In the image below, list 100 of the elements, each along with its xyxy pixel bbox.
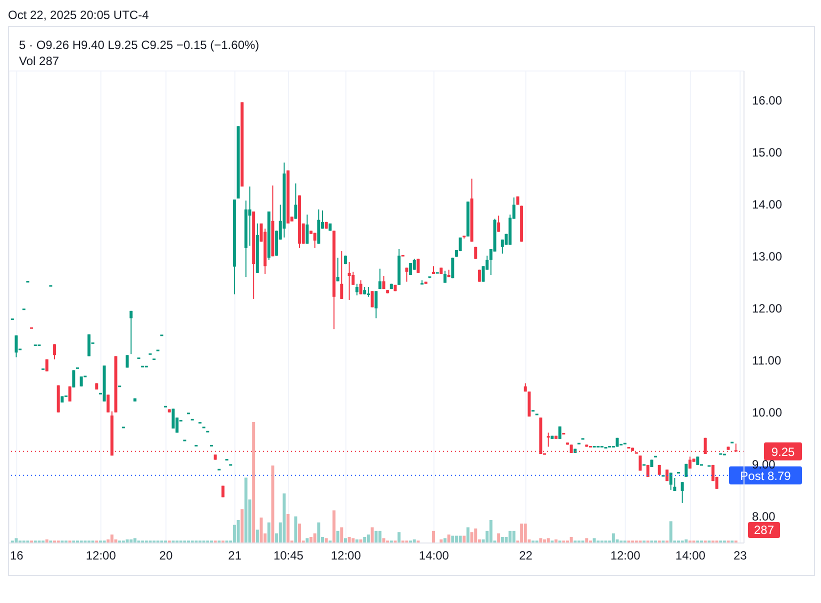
candlestick <box>317 208 320 244</box>
bar <box>612 533 615 543</box>
x-tick-label: 14:00 <box>675 548 706 563</box>
candlestick <box>382 276 386 290</box>
bar <box>324 538 328 543</box>
bar <box>348 536 351 543</box>
text: Oct 22, 2025 20:05 UTC-4 <box>8 8 150 24</box>
candlestick <box>546 432 550 448</box>
x-tick-label: 16 <box>10 548 24 563</box>
candlestick <box>53 344 56 360</box>
chart-title: 5 · O9.26 H9.40 L9.25 C9.25 −0.15 (−1.60%) <box>19 37 260 53</box>
candlestick <box>416 258 420 274</box>
chart-subtitle: Vol 287 <box>19 53 60 69</box>
bar <box>370 527 374 543</box>
candlestick <box>126 354 129 368</box>
bar <box>110 534 114 543</box>
bar <box>669 521 672 543</box>
y-tick-label: 13.00 <box>752 250 782 264</box>
bar <box>240 509 244 543</box>
y-tick-label: 8.00 <box>752 510 776 524</box>
bar <box>474 528 478 543</box>
candlestick <box>348 261 351 300</box>
x-tick-label: 21 <box>228 548 242 563</box>
bar <box>298 524 302 543</box>
candlestick <box>684 463 688 478</box>
candlestick <box>374 290 378 319</box>
bar <box>524 524 527 543</box>
candlestick <box>72 370 76 388</box>
candlestick <box>340 250 344 300</box>
bar <box>340 527 344 543</box>
text: 287 <box>748 522 780 538</box>
bar <box>282 493 286 543</box>
bar <box>133 538 136 543</box>
candlestick <box>130 310 133 355</box>
bar <box>256 530 259 543</box>
y-tick-label: 14.00 <box>752 197 782 212</box>
candlestick <box>638 455 642 472</box>
bar <box>294 516 298 543</box>
x-tick-label: 22 <box>519 548 533 563</box>
bar <box>432 530 436 543</box>
x-tick-label: 20 <box>159 548 173 563</box>
bar <box>466 527 470 543</box>
bar <box>470 532 474 543</box>
bar <box>512 530 516 543</box>
candlestick <box>172 408 175 430</box>
candlestick <box>405 267 408 282</box>
bar <box>462 536 466 543</box>
x-tick-label: 14:00 <box>418 548 450 563</box>
x-tick-label: 12:00 <box>330 548 362 563</box>
bar <box>378 530 382 543</box>
candlestick <box>443 270 446 284</box>
bar <box>271 466 274 543</box>
bar <box>374 530 378 543</box>
candlestick <box>313 232 316 248</box>
bar <box>244 478 248 543</box>
bar <box>520 524 524 543</box>
bar <box>317 522 320 543</box>
bar <box>489 520 492 543</box>
x-tick-label: 12:00 <box>86 548 116 563</box>
bar <box>260 518 263 543</box>
bar <box>306 538 309 543</box>
candlestick <box>106 394 110 413</box>
candlestick <box>68 386 72 402</box>
x-tick-label: 12:00 <box>610 548 641 563</box>
bar <box>546 538 550 543</box>
candlestick <box>294 182 298 220</box>
bar <box>570 536 573 543</box>
bar <box>508 530 512 543</box>
bar <box>313 533 316 543</box>
bar <box>332 510 336 543</box>
bar <box>336 530 340 543</box>
bar <box>310 536 313 543</box>
bar <box>382 538 386 543</box>
x-tick-label: 10:45 <box>273 548 304 563</box>
candlestick <box>558 426 562 440</box>
y-tick-label: 16.00 <box>752 93 782 108</box>
bar <box>539 538 542 543</box>
candlestick <box>248 186 252 246</box>
bar <box>497 533 500 543</box>
bar <box>500 536 504 543</box>
bar <box>451 536 454 543</box>
candlestick <box>378 268 382 290</box>
bar <box>236 520 240 543</box>
bar <box>454 536 458 543</box>
ref-line-label: 9.25 <box>771 444 795 459</box>
bar <box>363 536 366 543</box>
candlestick <box>336 257 340 282</box>
bar <box>267 522 270 543</box>
x-tick-label: 23 <box>733 548 748 563</box>
candlestick <box>14 334 18 358</box>
bar <box>458 536 462 543</box>
candlestick <box>680 482 684 504</box>
candlestick <box>359 280 362 295</box>
candlestick <box>370 290 374 308</box>
bar <box>366 534 370 543</box>
candlestick <box>409 262 412 276</box>
candlestick <box>355 283 358 296</box>
candlestick <box>366 286 370 298</box>
bar <box>443 538 446 543</box>
candlestick <box>669 472 672 490</box>
